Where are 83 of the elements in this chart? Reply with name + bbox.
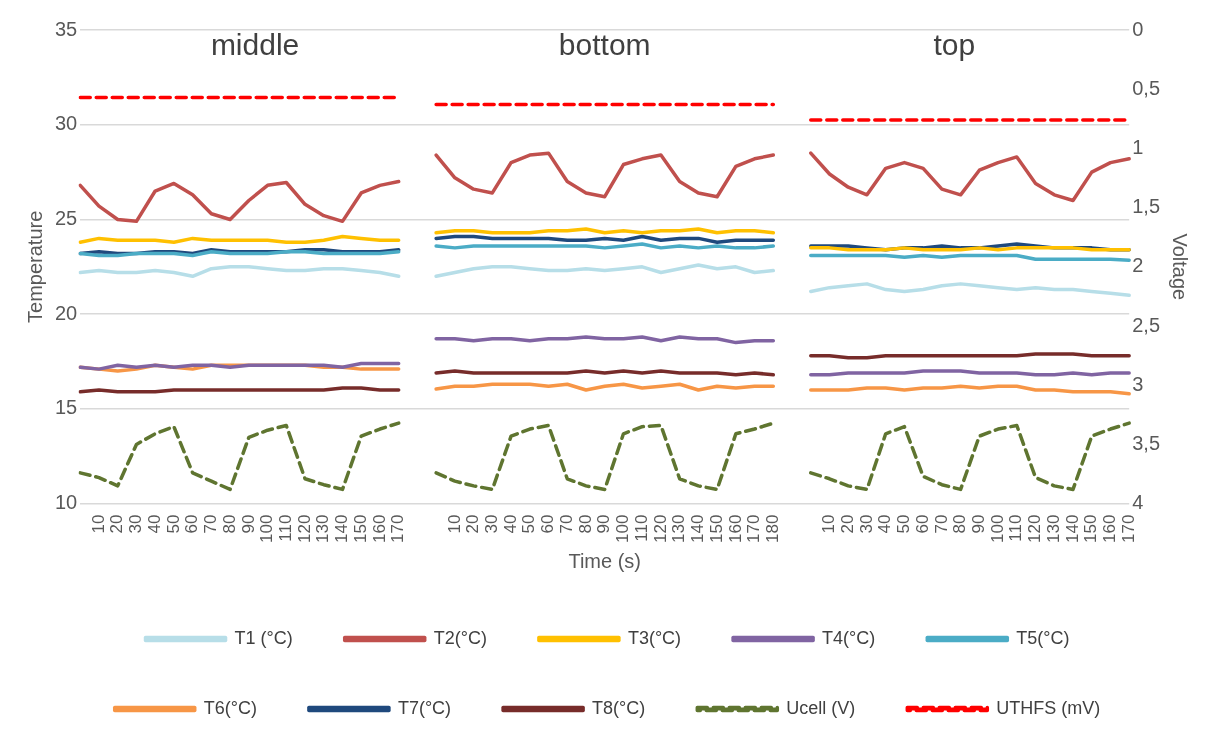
y2-tick-label: 0,5 bbox=[1132, 76, 1161, 99]
x-tick-label: 70 bbox=[931, 514, 951, 534]
x-tick-label: 50 bbox=[519, 514, 539, 534]
legend-label: T7(°C) bbox=[397, 697, 452, 718]
x-tick-label: 180 bbox=[762, 514, 782, 544]
x-tick-label: 20 bbox=[107, 514, 127, 534]
x-tick-label: 10 bbox=[444, 514, 464, 534]
x-tick-label: 140 bbox=[332, 514, 352, 544]
x-tick-label: 10 bbox=[819, 514, 839, 534]
x-tick-label: 130 bbox=[1043, 514, 1063, 544]
x-tick-label: 160 bbox=[725, 514, 745, 544]
y-tick-label: 25 bbox=[55, 206, 78, 229]
legend-label: T6(°C) bbox=[203, 697, 257, 718]
x-tick-label: 50 bbox=[894, 514, 914, 534]
x-tick-label: 70 bbox=[201, 514, 221, 534]
x-tick-label: 80 bbox=[950, 514, 970, 534]
x-tick-label: 20 bbox=[463, 514, 483, 534]
x-tick-label: 60 bbox=[182, 514, 202, 534]
x-tick-label: 30 bbox=[482, 514, 502, 534]
y-tick-label: 35 bbox=[55, 17, 78, 40]
x-tick-label: 30 bbox=[126, 514, 146, 534]
x-tick-label: 90 bbox=[969, 514, 989, 534]
y-tick-label: 15 bbox=[55, 396, 78, 419]
x-tick-label: 90 bbox=[238, 514, 258, 534]
legend-label: T1 (°C) bbox=[234, 627, 293, 648]
x-tick-label: 120 bbox=[1025, 514, 1045, 544]
y2-tick-label: 0 bbox=[1132, 17, 1144, 40]
x-tick-label: 100 bbox=[987, 514, 1007, 544]
y2-tick-label: 3,5 bbox=[1132, 431, 1161, 454]
x-tick-label: 10 bbox=[88, 514, 108, 534]
x-tick-label: 60 bbox=[912, 514, 932, 534]
y-tick-label: 30 bbox=[55, 112, 78, 135]
x-tick-label: 60 bbox=[538, 514, 558, 534]
legend-label: T2(°C) bbox=[433, 627, 487, 648]
y-axis-title: Temperature bbox=[23, 210, 46, 323]
x-tick-label: 120 bbox=[294, 514, 314, 544]
x-tick-label: 100 bbox=[613, 514, 633, 544]
x-tick-label: 50 bbox=[163, 514, 183, 534]
x-tick-label: 160 bbox=[369, 514, 389, 544]
annotation: bottom bbox=[558, 28, 651, 62]
y2-tick-label: 2,5 bbox=[1132, 313, 1161, 336]
x-tick-label: 40 bbox=[144, 514, 164, 534]
x-tick-label: 130 bbox=[669, 514, 689, 544]
y2-axis-title: Voltage bbox=[1169, 233, 1192, 301]
x-tick-label: 80 bbox=[575, 514, 595, 534]
x-tick-label: 90 bbox=[594, 514, 614, 534]
x-tick-label: 160 bbox=[1100, 514, 1120, 544]
legend-label: T5(°C) bbox=[1016, 627, 1070, 648]
x-tick-label: 20 bbox=[837, 514, 857, 534]
y-tick-label: 10 bbox=[55, 491, 78, 514]
y2-tick-label: 1 bbox=[1132, 135, 1144, 158]
legend-label: T3(°C) bbox=[627, 627, 682, 648]
x-tick-label: 150 bbox=[706, 514, 726, 544]
y-tick-label: 20 bbox=[55, 301, 78, 324]
x-tick-label: 120 bbox=[650, 514, 670, 544]
legend-label: T8(°C) bbox=[592, 697, 646, 718]
x-tick-label: 110 bbox=[275, 514, 295, 542]
annotation: top bbox=[933, 28, 976, 62]
y2-tick-label: 1,5 bbox=[1132, 195, 1161, 218]
x-tick-label: 150 bbox=[350, 514, 370, 544]
x-tick-label: 100 bbox=[257, 514, 277, 544]
x-tick-label: 140 bbox=[1062, 514, 1082, 544]
x-tick-label: 170 bbox=[744, 514, 764, 544]
x-tick-label: 110 bbox=[631, 514, 651, 542]
x-tick-label: 40 bbox=[500, 514, 520, 534]
annotation: middle bbox=[210, 28, 300, 62]
legend-label: Ucell (V) bbox=[786, 697, 856, 718]
x-axis-title: Time (s) bbox=[568, 549, 642, 572]
y2-tick-label: 4 bbox=[1132, 491, 1144, 514]
legend-label: T4(°C) bbox=[822, 627, 876, 648]
y2-tick-label: 3 bbox=[1132, 372, 1144, 395]
x-tick-label: 150 bbox=[1081, 514, 1101, 544]
x-tick-label: 80 bbox=[219, 514, 239, 534]
x-tick-label: 110 bbox=[1006, 514, 1026, 542]
x-tick-label: 130 bbox=[313, 514, 333, 544]
y2-tick-label: 2 bbox=[1132, 254, 1144, 277]
x-tick-label: 170 bbox=[1118, 514, 1138, 544]
x-tick-label: 40 bbox=[875, 514, 895, 534]
x-tick-label: 140 bbox=[688, 514, 708, 544]
x-tick-label: 170 bbox=[388, 514, 408, 544]
x-tick-label: 30 bbox=[856, 514, 876, 534]
x-tick-label: 70 bbox=[556, 514, 576, 534]
legend-label: UTHFS (mV) bbox=[996, 697, 1101, 718]
